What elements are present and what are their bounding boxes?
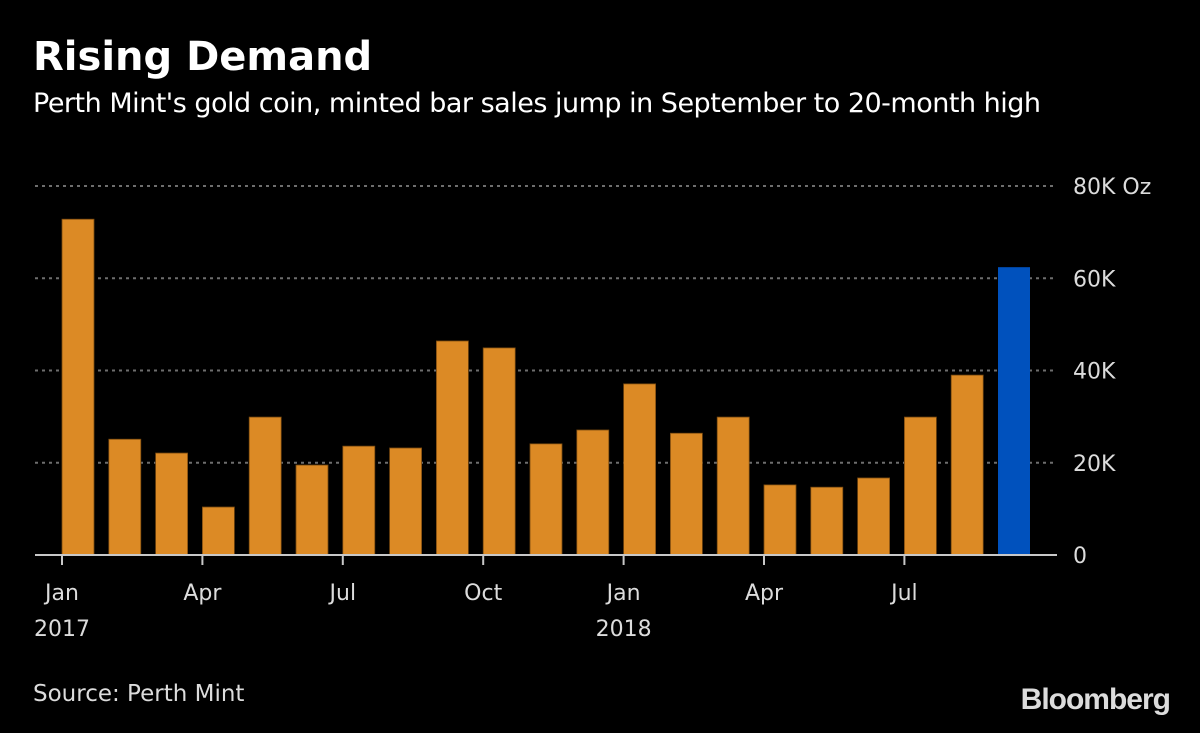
y-axis-labels: 0 20K 40K 60K 80K Oz (1073, 175, 1151, 569)
x-tick-label: Jul (889, 581, 918, 606)
bloomberg-logo: Bloomberg (1020, 683, 1171, 716)
x-axis-labels: Jan 2017 Apr Jul Oct Jan 2018 Apr Jul (34, 581, 918, 642)
y-tick-label: 0 (1073, 544, 1087, 569)
x-tick-label: Oct (464, 581, 502, 606)
y-tick-label: 80K Oz (1073, 175, 1151, 200)
bar-may-2017 (248, 416, 282, 556)
bar-aug-2018 (950, 374, 984, 556)
bar-apr-2018 (763, 484, 797, 556)
bar-aug-2017 (389, 447, 423, 556)
x-tick-label: Jan (43, 581, 79, 606)
bar-mar-2017 (155, 452, 189, 556)
bar-jun-2018 (857, 477, 890, 556)
y-tick-label: 40K (1073, 360, 1116, 385)
bar-sep-2018 (998, 267, 1030, 555)
y-tick-label: 60K (1073, 267, 1116, 292)
x-tick-label: Jul (328, 581, 357, 606)
x-tick-year-label: 2017 (34, 617, 90, 642)
bar-nov-2017 (529, 443, 563, 556)
x-axis (35, 554, 1057, 565)
bars (61, 218, 1030, 556)
chart-title: Rising Demand (33, 34, 373, 80)
bar-jul-2017 (342, 445, 376, 556)
bar-jun-2017 (295, 464, 329, 556)
gridlines (35, 185, 1057, 464)
source-note: Source: Perth Mint (33, 681, 245, 707)
bar-jan-2018 (623, 383, 656, 556)
bar-feb-2017 (108, 438, 142, 556)
bar-feb-2018 (670, 432, 703, 556)
bar-dec-2017 (576, 429, 610, 556)
bar-may-2018 (810, 486, 844, 556)
y-tick-label: 20K (1073, 452, 1116, 477)
x-tick-label: Jan (605, 581, 641, 606)
bar-oct-2017 (482, 347, 516, 556)
x-tick-year-label: 2018 (596, 617, 652, 642)
bar-mar-2018 (716, 416, 750, 556)
x-tick-label: Apr (183, 581, 222, 606)
bar-jul-2018 (904, 416, 937, 556)
chart-subtitle: Perth Mint's gold coin, minted bar sales… (33, 88, 1041, 119)
bar-jan-2017 (61, 218, 95, 556)
bar-sep-2017 (435, 340, 469, 556)
x-tick-label: Apr (745, 581, 784, 606)
bar-apr-2017 (201, 506, 235, 556)
